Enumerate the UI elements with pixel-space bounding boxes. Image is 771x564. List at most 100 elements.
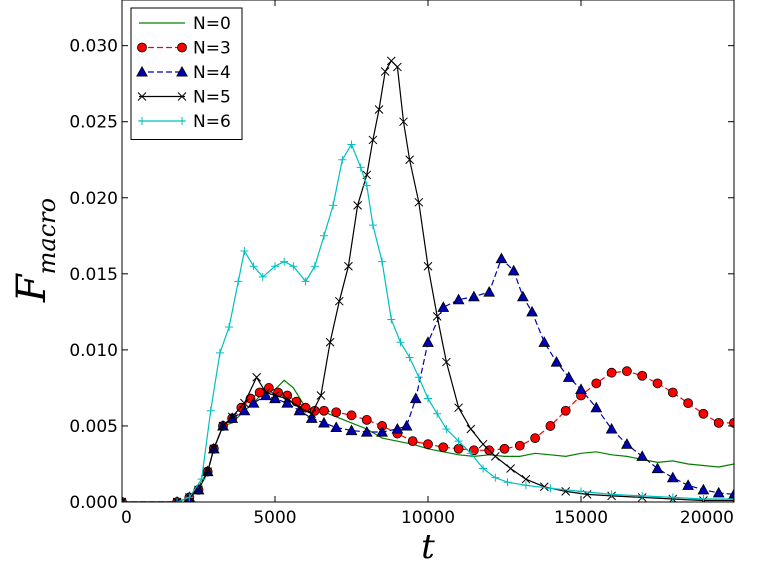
data-point bbox=[468, 445, 479, 456]
data-point bbox=[197, 475, 206, 484]
data-point bbox=[698, 408, 709, 419]
data-point bbox=[252, 372, 261, 382]
data-point bbox=[667, 387, 678, 398]
data-point bbox=[590, 401, 603, 413]
data-point bbox=[405, 155, 414, 165]
data-point bbox=[330, 421, 343, 433]
data-point bbox=[393, 62, 402, 72]
data-point bbox=[652, 378, 663, 389]
x-tick-label: 20000 bbox=[680, 508, 734, 528]
data-point bbox=[466, 449, 475, 458]
legend-marker bbox=[178, 117, 186, 125]
legend: N=0 N=3 N=4 N=5 N=6 bbox=[130, 7, 243, 140]
y-tick-label: 0.010 bbox=[69, 341, 118, 361]
y-tick-label: 0.015 bbox=[69, 265, 118, 285]
data-point bbox=[338, 155, 347, 164]
data-point bbox=[490, 452, 500, 461]
data-point bbox=[215, 348, 224, 357]
x-tick-label: 0 bbox=[121, 508, 132, 528]
data-point bbox=[453, 443, 464, 454]
data-point bbox=[282, 394, 292, 403]
data-point bbox=[325, 337, 335, 347]
data-point bbox=[562, 371, 575, 382]
legend-item: N=0 bbox=[139, 14, 231, 34]
data-point bbox=[374, 105, 384, 114]
data-point bbox=[240, 247, 249, 255]
data-point bbox=[550, 356, 563, 367]
legend-marker bbox=[136, 65, 148, 77]
data-point bbox=[289, 262, 298, 271]
data-point bbox=[638, 491, 647, 500]
data-point bbox=[209, 444, 219, 454]
data-point bbox=[396, 338, 405, 347]
data-point bbox=[668, 493, 677, 502]
data-point bbox=[263, 383, 274, 393]
data-point bbox=[400, 419, 413, 431]
legend-label: N=5 bbox=[193, 88, 231, 108]
data-point bbox=[560, 405, 571, 416]
x-tick-label: 5000 bbox=[253, 508, 296, 528]
data-point bbox=[361, 414, 372, 425]
data-point bbox=[530, 433, 540, 444]
data-point bbox=[405, 353, 414, 362]
data-point bbox=[227, 412, 237, 422]
data-point bbox=[362, 181, 371, 190]
legend-item: N=5 bbox=[137, 88, 231, 108]
data-point bbox=[433, 409, 442, 418]
data-point bbox=[637, 370, 648, 381]
data-point bbox=[281, 397, 294, 408]
data-point bbox=[423, 261, 433, 271]
legend-item: N=4 bbox=[136, 63, 231, 83]
data-point bbox=[391, 422, 404, 434]
data-point bbox=[356, 163, 365, 172]
legend-label: N=0 bbox=[193, 14, 231, 34]
data-point bbox=[414, 197, 424, 207]
data-point bbox=[606, 367, 617, 378]
data-point bbox=[380, 67, 390, 76]
data-point bbox=[185, 493, 194, 502]
series-line bbox=[122, 59, 734, 502]
data-point bbox=[414, 373, 423, 382]
data-point bbox=[636, 450, 649, 461]
data-point bbox=[247, 397, 260, 408]
data-point bbox=[295, 403, 304, 413]
data-point bbox=[305, 412, 318, 423]
series-n-5 bbox=[122, 56, 734, 502]
data-point bbox=[483, 286, 496, 297]
data-point bbox=[345, 424, 358, 436]
data-point bbox=[346, 410, 357, 421]
legend-box bbox=[130, 7, 243, 140]
data-point bbox=[409, 392, 422, 404]
data-point bbox=[249, 262, 258, 271]
data-point bbox=[258, 272, 267, 281]
legend-marker bbox=[176, 65, 188, 77]
data-point bbox=[712, 486, 725, 498]
y-axis-label-subscript: macro bbox=[33, 198, 61, 274]
data-point bbox=[319, 405, 329, 416]
data-point bbox=[218, 421, 228, 431]
data-point bbox=[697, 483, 710, 495]
data-point bbox=[605, 422, 618, 434]
data-point bbox=[238, 404, 251, 416]
data-point bbox=[503, 478, 512, 487]
y-axis-label-main: F bbox=[9, 273, 55, 303]
data-point bbox=[407, 436, 418, 447]
data-point bbox=[173, 498, 182, 502]
data-point bbox=[261, 388, 271, 397]
series-layer bbox=[122, 56, 734, 502]
data-point bbox=[666, 471, 679, 483]
data-point bbox=[452, 293, 465, 305]
data-point bbox=[479, 464, 488, 473]
data-point bbox=[468, 290, 480, 302]
data-point bbox=[577, 487, 585, 496]
data-point bbox=[454, 403, 463, 413]
data-point bbox=[122, 497, 127, 502]
data-point bbox=[360, 426, 373, 437]
data-point bbox=[368, 135, 378, 145]
data-point bbox=[424, 394, 432, 403]
legend-label: N=4 bbox=[193, 63, 231, 83]
data-point bbox=[347, 140, 356, 149]
data-point bbox=[353, 201, 362, 210]
data-point bbox=[546, 484, 555, 493]
